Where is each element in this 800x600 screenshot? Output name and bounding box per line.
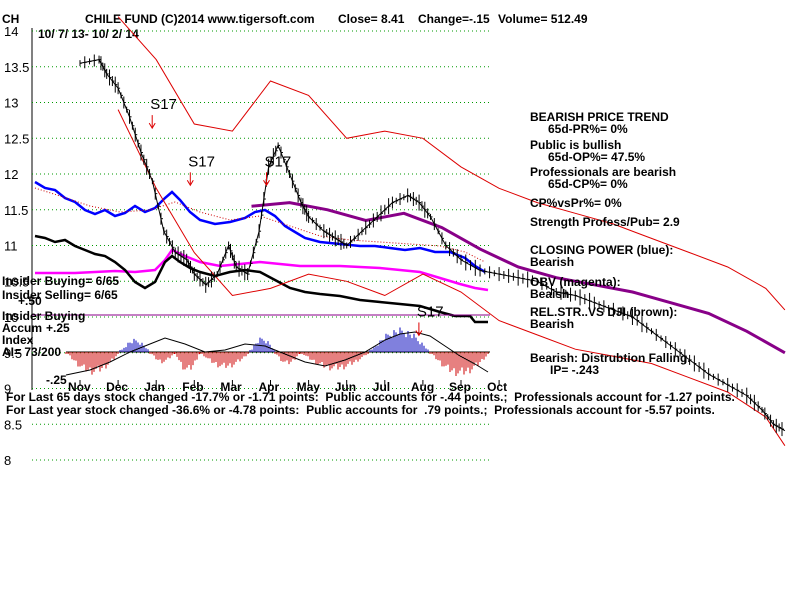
closing-power-line	[34, 180, 486, 274]
plus-25-label: +.25	[46, 321, 70, 335]
insider-selling-text: Insider Selling= 6/65	[2, 288, 118, 302]
accum-label: Accum	[2, 321, 42, 335]
signal-label: S17	[265, 153, 292, 170]
ip-value: IP= -.243	[550, 363, 599, 377]
signal-arrow-head	[186, 180, 194, 187]
trend-title: BEARISH PRICE TREND	[530, 110, 669, 124]
closing-power-status: Bearish	[530, 255, 574, 269]
strength-value: Strength Profess/Pub= 2.9	[530, 215, 680, 229]
x-tick-label: Dec	[106, 380, 128, 394]
trend-pr: 65d-PR%= 0%	[548, 122, 628, 136]
y-tick-label: 13.5	[4, 60, 29, 75]
pros-status: Professionals are bearish	[530, 165, 676, 179]
y-tick-label: 8	[4, 453, 11, 468]
obv-label: OBV (magenta):	[530, 275, 621, 289]
ai-value: AI= 73/200	[2, 345, 61, 359]
x-tick-label: Aug	[411, 380, 434, 394]
x-tick-label: Apr	[259, 380, 280, 394]
moving-average-line	[251, 201, 786, 355]
price-bars	[79, 54, 784, 437]
insider-buying-text: Insider Buying= 6/65	[2, 274, 119, 288]
volume-value: Volume= 512.49	[498, 12, 588, 26]
x-tick-label: Sep	[449, 380, 471, 394]
plus-50-label: +.50	[18, 294, 42, 308]
signal-label: S17	[188, 153, 215, 170]
x-tick-label: Jan	[144, 380, 165, 394]
x-tick-label: Feb	[182, 380, 203, 394]
closing-power-ma	[34, 187, 486, 263]
close-value: Close= 8.41	[338, 12, 405, 26]
public-status: Public is bullish	[530, 138, 621, 152]
signal-arrow-head	[415, 330, 423, 337]
y-tick-label: 12.5	[4, 131, 29, 146]
accum-index-bars	[65, 327, 489, 376]
x-tick-label: Jul	[373, 380, 390, 394]
y-tick-label: 14	[4, 24, 18, 39]
lower-band-line	[117, 109, 786, 446]
y-tick-label: 9	[4, 382, 11, 397]
index-label: Index	[2, 333, 34, 347]
pros-cp: 65d-CP%= 0%	[548, 177, 628, 191]
y-tick-label: 10.5	[4, 274, 29, 289]
relstr-label: REL.STR..VS DJI (brown):	[530, 305, 677, 319]
signal-arrow-head	[263, 180, 270, 187]
ticker-label: CH	[2, 12, 19, 26]
y-tick-label: 9.5	[4, 346, 22, 361]
y-tick-label: 10	[4, 310, 18, 325]
x-tick-label: Mar	[220, 380, 242, 394]
signal-arrow-head	[148, 122, 156, 130]
y-tick-label: 11	[4, 239, 18, 254]
x-tick-label: May	[297, 380, 321, 394]
month-axis-ticks: Nov Dec Jan Feb Mar Apr May Jun Jul Aug Sep Oct	[68, 380, 507, 394]
x-tick-label: Jun	[335, 380, 356, 394]
y-tick-label: 13	[4, 96, 18, 111]
y-tick-label: 12	[4, 167, 18, 182]
obv-status: Beaish	[530, 287, 569, 301]
relstr-status: Bearish	[530, 317, 574, 331]
x-tick-label: Nov	[68, 380, 91, 394]
closing-power-label: CLOSING POWER (blue):	[530, 243, 673, 257]
upper-band-line	[117, 16, 786, 311]
signal-markers: S17 S17 S17 S17	[148, 96, 444, 337]
y-tick-label: 8.5	[4, 417, 22, 432]
change-value: Change=-.15	[418, 12, 490, 26]
footer-line-1: For Last 65 days stock changed -17.7% or…	[6, 390, 735, 404]
date-range: 10/ 7/ 13- 10/ 2/ 14	[38, 27, 139, 41]
public-op: 65d-OP%= 47.5%	[548, 150, 645, 164]
signal-label: S17	[417, 303, 444, 320]
price-grid	[32, 30, 490, 461]
price-axis-ticks: 14 13.5 13 12.5 12 11.5 11 10.5 10 9.5 9 8.5 8	[4, 24, 29, 468]
insider-buying-label: Insider Buying	[2, 309, 85, 323]
minus-25-label: -.25	[46, 373, 67, 387]
signal-label: S17	[150, 96, 177, 113]
relstr-line	[34, 234, 488, 324]
x-tick-label: Oct	[487, 380, 507, 394]
footer-line-2: For Last year stock changed -36.6% or -4…	[6, 403, 715, 417]
cpvspr-value: CP%vsPr%= 0%	[530, 196, 622, 210]
accum-ma	[65, 331, 489, 376]
distribution-status: Bearish: Distrubtion Falling.	[530, 351, 691, 365]
chart-title: CHILE FUND (C)2014 www.tigersoft.com	[85, 12, 315, 26]
y-tick-label: 11.5	[4, 203, 28, 218]
